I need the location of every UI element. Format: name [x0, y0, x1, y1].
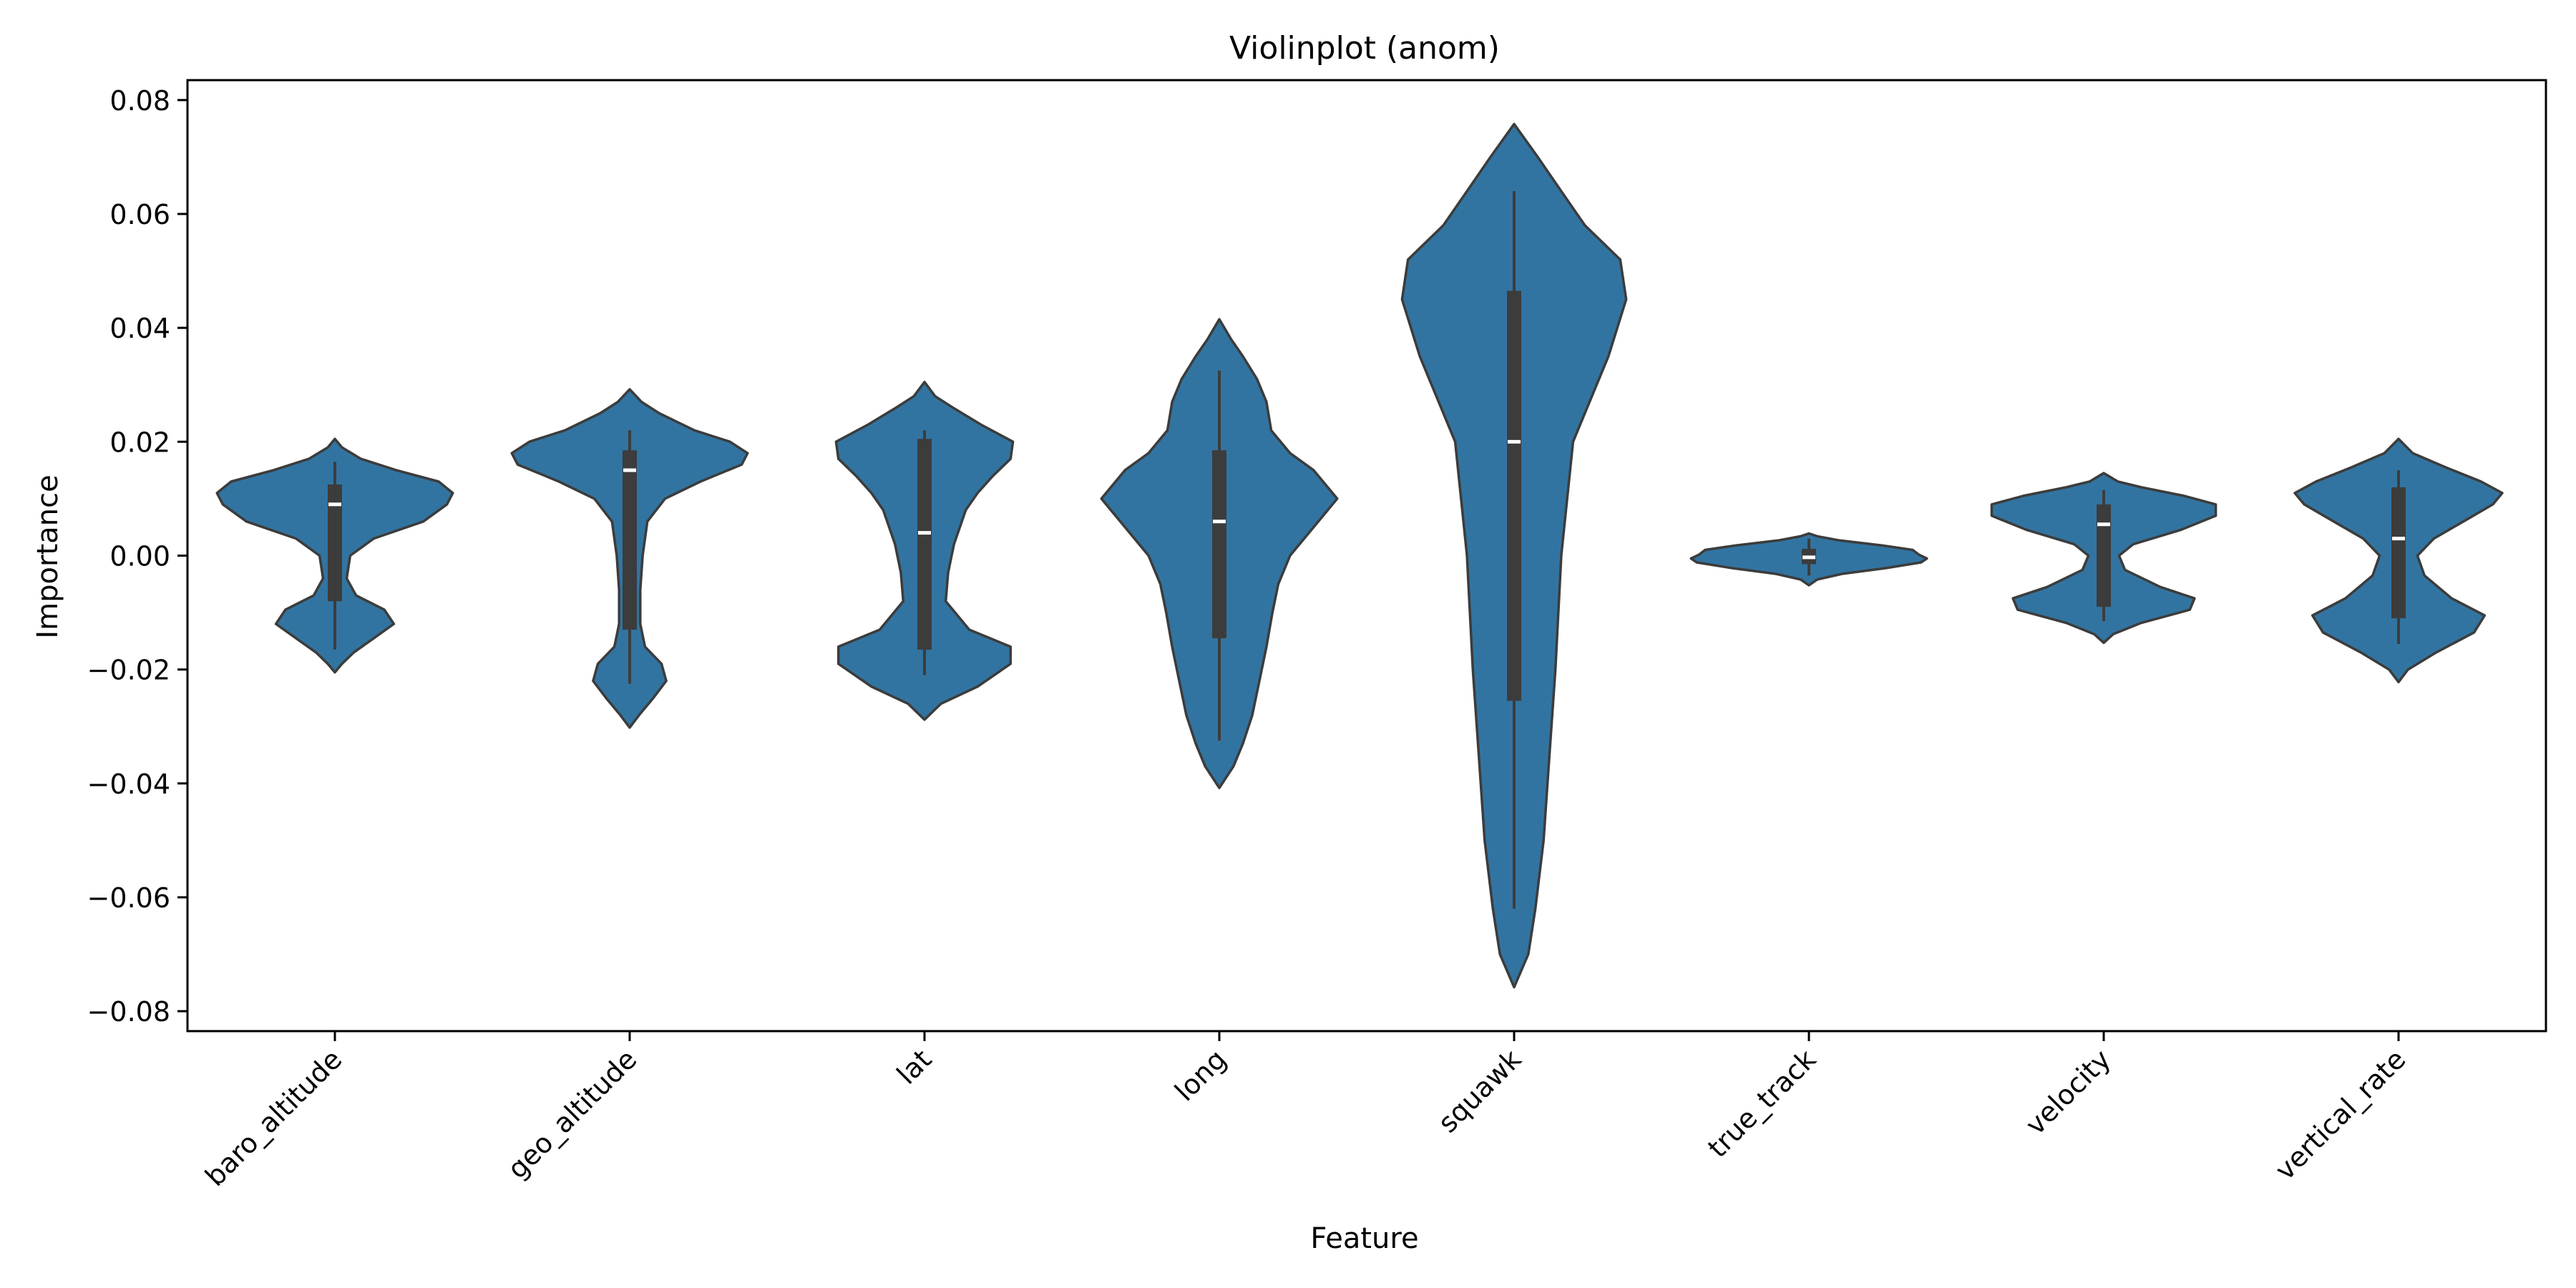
y-tick-label: −0.06 [87, 882, 170, 914]
x-tick-label: vertical_rate [2269, 1043, 2411, 1186]
violin-baro-altitude [215, 437, 454, 674]
x-tick-label: long [1169, 1043, 1232, 1107]
violin-velocity [1990, 472, 2218, 645]
violin-iqr-box [917, 439, 932, 650]
x-axis: baro_altitude geo_altitude lat long squawk tr… [199, 1031, 2411, 1192]
chart-title: Violinplot (anom) [1229, 30, 1500, 67]
violin-iqr-box [2097, 504, 2111, 608]
x-tick-label: lat [891, 1043, 938, 1091]
x-axis-label: Feature [1310, 1222, 1418, 1255]
y-tick-label: −0.04 [87, 769, 170, 800]
y-axis-label: Importance [31, 474, 64, 638]
plot-frame [186, 79, 2547, 1033]
violin-squawk [1400, 122, 1628, 989]
violin-lat [834, 381, 1015, 721]
y-tick-label: 0.06 [109, 199, 170, 230]
x-tick-label: true_track [1702, 1043, 1822, 1163]
violin-long [1100, 318, 1339, 789]
violin-true-track [1689, 532, 1928, 587]
violin-iqr-box [328, 484, 342, 602]
x-tick-label: geo_altitude [502, 1043, 643, 1185]
y-tick-label: −0.02 [87, 655, 170, 686]
violin-vertical-rate [2293, 437, 2504, 683]
y-tick-label: −0.08 [87, 996, 170, 1028]
y-tick-label: 0.00 [109, 541, 170, 572]
y-tick-label: 0.08 [109, 85, 170, 117]
violin-iqr-box [2391, 487, 2406, 619]
violins-layer [215, 122, 2504, 989]
x-tick-label: velocity [2019, 1043, 2117, 1141]
violin-geo-altitude [510, 388, 749, 729]
violin-iqr-box [623, 450, 637, 630]
violin-iqr-box [1507, 291, 1521, 701]
x-tick-label: baro_altitude [199, 1043, 348, 1192]
y-tick-label: 0.02 [109, 426, 170, 458]
y-axis: −0.08 −0.06 −0.04 −0.02 0.00 0.02 0.04 0.06 0.08 [87, 85, 187, 1028]
x-tick-label: squawk [1432, 1043, 1527, 1138]
violin-iqr-box [1212, 450, 1226, 638]
y-tick-label: 0.04 [109, 313, 170, 344]
